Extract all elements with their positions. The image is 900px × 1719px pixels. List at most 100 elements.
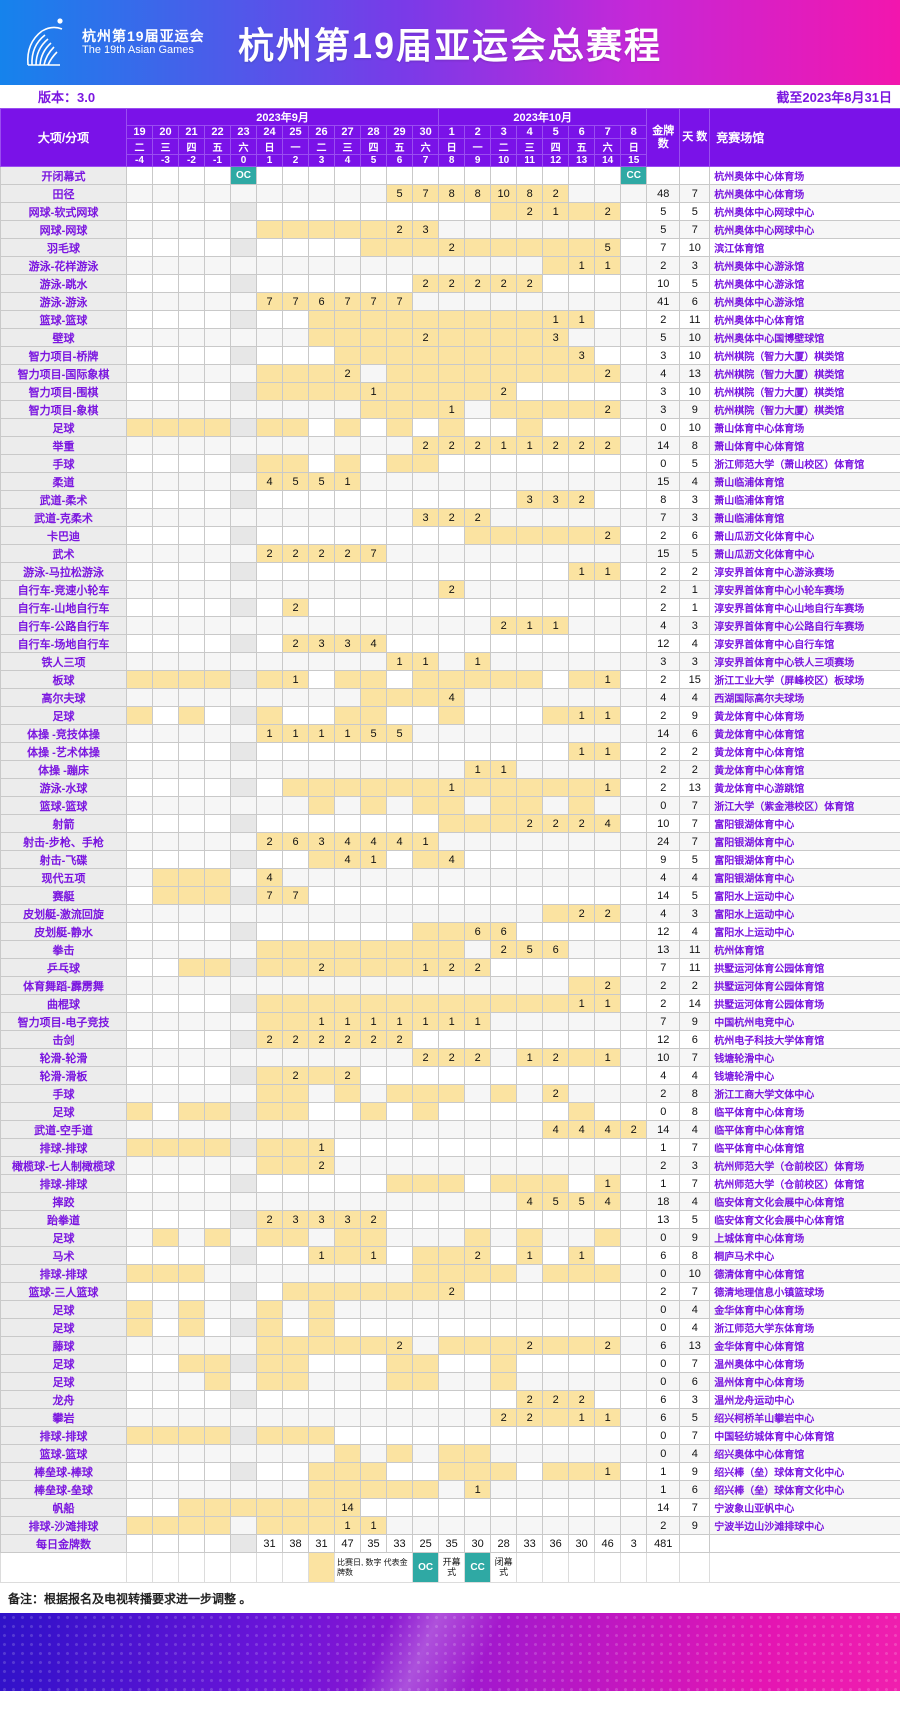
- day-cell: [620, 526, 648, 545]
- day-cell: [620, 886, 648, 905]
- day-cell: [620, 778, 648, 797]
- day-cell: [568, 1156, 596, 1175]
- month-october: 2023年10月: [438, 108, 648, 126]
- day-cell: 1: [438, 400, 466, 419]
- day-cell: [230, 544, 257, 563]
- day-cell: [411, 1264, 440, 1283]
- daynum-header: 14: [594, 154, 622, 167]
- footnote: 备注：根据报名及电视转播要求进一步调整 。: [0, 1583, 900, 1613]
- gold-count: 48: [646, 184, 681, 203]
- day-cell: 1: [360, 1516, 387, 1535]
- day-cell: [568, 796, 596, 815]
- day-cell: [152, 1228, 179, 1247]
- schedule-row: 板球 1 1 2 15 浙江工业大学（屏峰校区）板球场: [0, 670, 900, 689]
- day-cell: [256, 1282, 283, 1301]
- day-cell: [282, 904, 309, 923]
- day-cell: [542, 364, 570, 383]
- venue-cell: 浙江工商大学文体中心: [709, 1084, 900, 1103]
- sport-label: 铁人三项: [0, 652, 127, 671]
- day-cell: [620, 1030, 648, 1049]
- day-cell: [126, 850, 153, 869]
- day-cell: [620, 400, 648, 419]
- day-cell: [178, 868, 205, 887]
- day-cell: [360, 436, 387, 455]
- day-cell: [308, 202, 335, 221]
- day-cell: [438, 1390, 466, 1409]
- schedule-row: 体操 -竞技体操 1 1 1 1 5 5 14 6 黄龙体育中心体育馆: [0, 724, 900, 743]
- day-cell: 1: [542, 310, 570, 329]
- day-cell: [490, 544, 518, 563]
- day-cell: 1: [411, 832, 440, 851]
- day-cell: [230, 598, 257, 617]
- day-cell: [230, 274, 257, 293]
- day-cell: [126, 1336, 153, 1355]
- day-cell: [386, 1462, 413, 1481]
- day-cell: [542, 958, 570, 977]
- day-cell: [464, 1264, 492, 1283]
- day-cell: [490, 202, 518, 221]
- day-cell: [568, 220, 596, 239]
- days-count: 3: [679, 904, 711, 923]
- day-cell: [204, 310, 231, 329]
- day-cell: [178, 598, 205, 617]
- day-cell: [334, 670, 361, 689]
- day-cell: [282, 166, 309, 185]
- cell: [516, 1552, 544, 1583]
- day-cell: [620, 418, 648, 437]
- day-cell: [204, 1336, 231, 1355]
- light-streak-decoration: [0, 1613, 900, 1691]
- venue-cell: 杭州电子科技大学体育馆: [709, 1030, 900, 1049]
- day-cell: [360, 1174, 387, 1193]
- day-cell: [360, 1120, 387, 1139]
- day-cell: [568, 1444, 596, 1463]
- day-cell: [360, 1102, 387, 1121]
- day-cell: [490, 1372, 518, 1391]
- sport-label: 足球: [0, 1228, 127, 1247]
- day-cell: [411, 616, 440, 635]
- sport-label: 攀岩: [0, 1408, 127, 1427]
- day-cell: 2: [438, 238, 466, 257]
- day-cell: [386, 310, 413, 329]
- day-cell: [152, 598, 179, 617]
- day-cell: 4: [438, 688, 466, 707]
- day-cell: [594, 634, 622, 653]
- sport-label: 帆船: [0, 1498, 127, 1517]
- day-cell: [178, 1426, 205, 1445]
- sport-label: 羽毛球: [0, 238, 127, 257]
- day-cell: [594, 1282, 622, 1301]
- day-cell: [126, 994, 153, 1013]
- day-cell: [308, 976, 335, 995]
- sport-label: 武术: [0, 544, 127, 563]
- day-cell: 1: [464, 1012, 492, 1031]
- day-cell: [438, 976, 466, 995]
- gold-count: 1: [646, 1462, 681, 1481]
- day-cell: [204, 1012, 231, 1031]
- day-cell: [126, 1462, 153, 1481]
- day-cell: 1: [516, 616, 544, 635]
- day-cell: 2: [490, 616, 518, 635]
- days-count: 5: [679, 886, 711, 905]
- day-cell: [411, 1156, 440, 1175]
- day-cell: 1: [568, 562, 596, 581]
- weekday-header: 一: [464, 138, 492, 155]
- day-cell: [334, 1264, 361, 1283]
- day-cell: [126, 400, 153, 419]
- day-cell: [126, 166, 153, 185]
- day-cell: [542, 1300, 570, 1319]
- day-cell: 2: [386, 1030, 413, 1049]
- day-cell: [620, 220, 648, 239]
- venue-cell: 杭州棋院（智力大厦）棋类馆: [709, 382, 900, 401]
- date-header: 8: [620, 125, 648, 139]
- version-label: 版本：3.0: [38, 90, 96, 105]
- day-cell: [308, 1228, 335, 1247]
- day-cell: 1: [256, 724, 283, 743]
- day-cell: 2: [490, 1408, 518, 1427]
- day-cell: [490, 1354, 518, 1373]
- venue-cell: 拱墅运河体育公园体育馆: [709, 976, 900, 995]
- schedule-row: 铁人三项 1 1 1 3 3 淳安界首体育中心铁人三项赛场: [0, 652, 900, 671]
- day-cell: 1: [594, 1174, 622, 1193]
- cell: [542, 1552, 570, 1583]
- weekday-header: 三: [152, 138, 179, 155]
- day-cell: [152, 1354, 179, 1373]
- day-cell: [516, 1516, 544, 1535]
